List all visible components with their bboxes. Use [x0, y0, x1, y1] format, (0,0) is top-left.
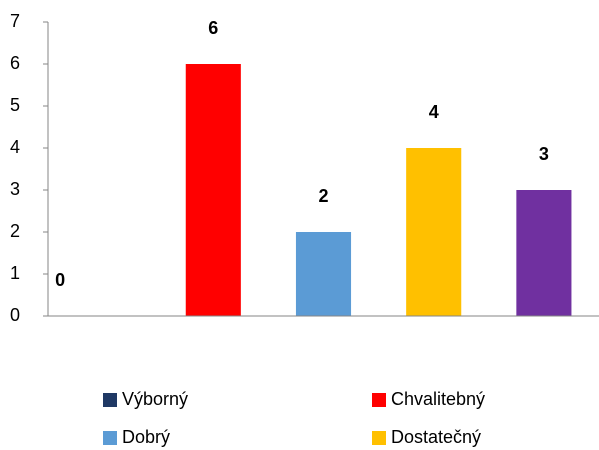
y-tick-label: 7 — [10, 11, 20, 31]
y-tick-label: 1 — [10, 263, 20, 283]
bar — [406, 148, 462, 316]
y-tick-label: 3 — [10, 179, 20, 199]
legend-swatch — [372, 393, 386, 407]
bar — [516, 190, 572, 316]
y-tick-label: 5 — [10, 95, 20, 115]
legend-swatch — [103, 431, 117, 445]
data-label: 0 — [55, 270, 65, 290]
legend-label: Dostatečný — [391, 427, 481, 447]
bar — [185, 64, 241, 316]
legend-label: Dobrý — [122, 427, 170, 447]
data-label: 4 — [429, 102, 439, 122]
bar — [295, 232, 352, 316]
legend-label: Výborný — [122, 389, 188, 409]
data-label: 2 — [318, 186, 328, 206]
y-tick-label: 6 — [10, 53, 20, 73]
legend-swatch — [103, 393, 117, 407]
data-label: 3 — [539, 144, 549, 164]
y-tick-label: 2 — [10, 221, 20, 241]
y-tick-label: 4 — [10, 137, 20, 157]
y-tick-label: 0 — [10, 305, 20, 325]
data-label: 6 — [208, 18, 218, 38]
legend-label: Chvalitebný — [391, 389, 485, 409]
legend-swatch — [372, 431, 386, 445]
